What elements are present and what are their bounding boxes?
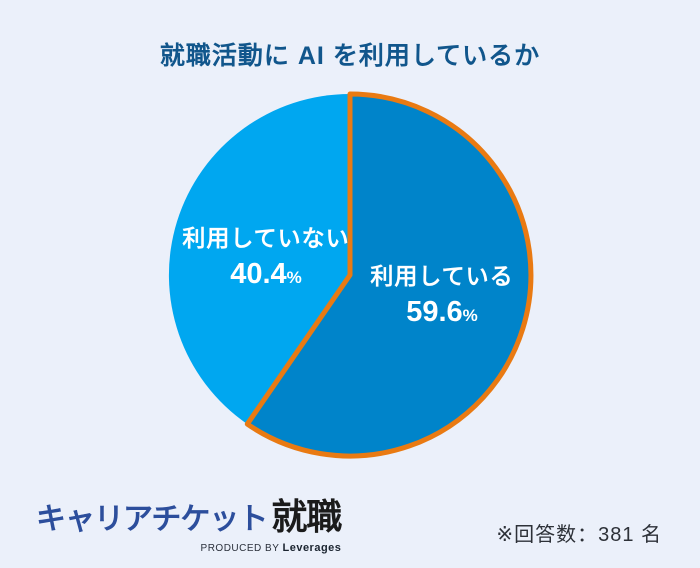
slice-value-number: 59.6 bbox=[406, 296, 463, 328]
pie-slice-not-using bbox=[168, 94, 350, 425]
slice-label-using: 利用している 59.6% bbox=[342, 263, 542, 331]
slice-value-not-using: 40.4% bbox=[166, 259, 366, 293]
respondent-count-note: ※回答数：381 名 bbox=[496, 524, 662, 546]
produced-by-label: PRODUCED BY bbox=[200, 543, 283, 554]
brand-logo-text: キャリアチケット 就職 bbox=[36, 488, 342, 540]
slice-value-using: 59.6% bbox=[342, 297, 542, 331]
slice-name-using: 利用している bbox=[370, 263, 514, 289]
slice-label-not-using: 利用していない 40.4% bbox=[166, 225, 366, 293]
percent-sign: % bbox=[462, 306, 478, 325]
company-name: Leverages bbox=[282, 542, 342, 554]
brand-tagline: PRODUCED BY Leverages bbox=[36, 542, 341, 554]
pie-slice-using bbox=[244, 91, 534, 459]
slice-value-number: 40.4 bbox=[230, 258, 287, 290]
slice-name-not-using: 利用していない bbox=[182, 225, 350, 251]
brand-name: キャリアチケット bbox=[36, 503, 268, 536]
brand-logo: キャリアチケット 就職 PRODUCED BY Leverages bbox=[36, 488, 342, 554]
chart-title: 就職活動に AI を利用しているか bbox=[159, 42, 541, 70]
percent-sign: % bbox=[286, 268, 302, 287]
brand-suffix: 就職 bbox=[271, 496, 342, 537]
